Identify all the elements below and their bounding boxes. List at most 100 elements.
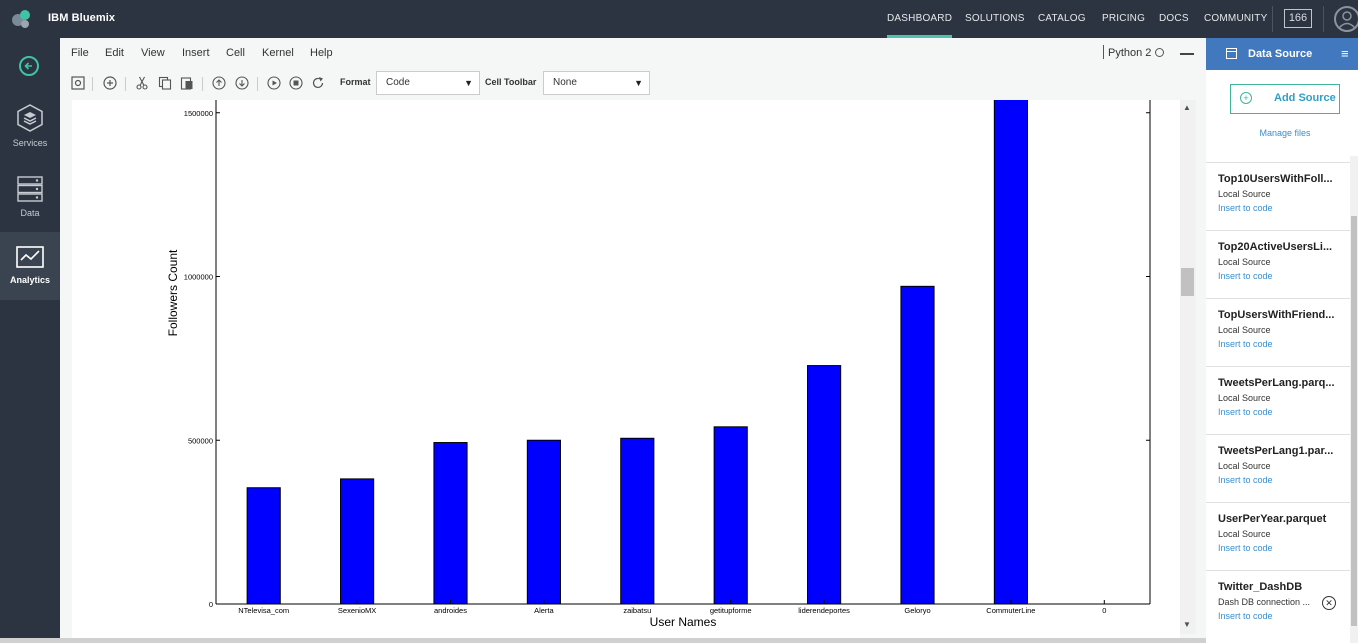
menu-cell[interactable]: Cell xyxy=(226,47,245,59)
nav-community[interactable]: COMMUNITY xyxy=(1204,13,1268,24)
data-source-name: Twitter_DashDB xyxy=(1218,581,1303,593)
panel-icon xyxy=(1226,48,1237,59)
scrollbar-thumb[interactable] xyxy=(1351,216,1357,626)
data-source-item[interactable]: Top20ActiveUsersLi... Local Source Inser… xyxy=(1206,230,1350,299)
add-cell-icon[interactable] xyxy=(103,76,117,90)
menu-file[interactable]: File xyxy=(71,47,89,59)
menu-view[interactable]: View xyxy=(141,47,165,59)
menu-insert[interactable]: Insert xyxy=(182,47,210,59)
copy-icon[interactable] xyxy=(158,76,172,90)
brand-name[interactable]: IBM Bluemix xyxy=(48,12,116,24)
x-tick-label: androides xyxy=(434,606,467,615)
bar-chart: 0 500000 1000000 1500000 NTelevisa_com Sexeni… xyxy=(166,100,1151,629)
sidebar-item-data[interactable]: Data xyxy=(0,166,60,234)
insert-to-code-link[interactable]: Insert to code xyxy=(1218,611,1273,621)
cell-toolbar-select-value: None xyxy=(553,77,577,88)
chevron-down-icon: ▼ xyxy=(464,78,473,88)
y-axis-label: Followers Count xyxy=(166,249,180,336)
top-bar: IBM Bluemix DASHBOARD SOLUTIONS CATALOG … xyxy=(0,0,1358,38)
cell-toolbar-label: Cell Toolbar xyxy=(485,77,537,87)
bar xyxy=(713,426,748,605)
restart-icon[interactable] xyxy=(311,76,325,90)
bluemix-logo-icon[interactable] xyxy=(10,7,34,31)
plus-icon: + xyxy=(1240,92,1252,104)
horizontal-scrollbar[interactable] xyxy=(0,638,1206,643)
save-icon[interactable] xyxy=(71,76,85,90)
format-select[interactable]: Code ▼ xyxy=(376,71,480,95)
menu-help[interactable]: Help xyxy=(310,47,333,59)
data-source-type: Local Source xyxy=(1218,257,1271,267)
sidebar-item-label: Data xyxy=(20,208,40,218)
user-avatar[interactable] xyxy=(1334,6,1358,32)
x-tick-label: Geloryo xyxy=(904,606,930,615)
insert-to-code-link[interactable]: Insert to code xyxy=(1218,271,1273,281)
data-source-name: TweetsPerLang.parq... xyxy=(1218,377,1335,389)
data-source-item[interactable]: Top10UsersWithFoll... Local Source Inser… xyxy=(1206,162,1350,231)
data-source-header: Data Source ≡ xyxy=(1206,38,1358,70)
scroll-down-icon[interactable]: ▼ xyxy=(1183,620,1191,629)
menu-edit[interactable]: Edit xyxy=(105,47,124,59)
data-source-item[interactable]: TweetsPerLang.parq... Local Source Inser… xyxy=(1206,366,1350,435)
back-arrow-icon[interactable] xyxy=(19,56,39,76)
insert-to-code-link[interactable]: Insert to code xyxy=(1218,475,1273,485)
remove-connection-icon[interactable]: ✕ xyxy=(1322,596,1336,610)
run-icon[interactable] xyxy=(267,76,281,90)
data-source-type: Local Source xyxy=(1218,325,1271,335)
insert-to-code-link[interactable]: Insert to code xyxy=(1218,203,1273,213)
toolbar-divider xyxy=(202,77,203,91)
x-tick-label: 0 xyxy=(1102,606,1106,615)
sidebar-item-analytics[interactable]: Analytics xyxy=(0,232,60,300)
move-up-icon[interactable] xyxy=(212,76,226,90)
nav-solutions[interactable]: SOLUTIONS xyxy=(965,13,1025,24)
move-down-icon[interactable] xyxy=(235,76,249,90)
data-source-item[interactable]: TweetsPerLang1.par... Local Source Inser… xyxy=(1206,434,1350,503)
toolbar-divider xyxy=(125,77,126,91)
data-source-item[interactable]: TopUsersWithFriend... Local Source Inser… xyxy=(1206,298,1350,367)
toolbar-divider xyxy=(257,77,258,91)
notebook-menubar: File Edit View Insert Cell Kernel Help P… xyxy=(60,38,1206,68)
sidebar-item-label: Services xyxy=(12,138,48,148)
insert-to-code-link[interactable]: Insert to code xyxy=(1218,407,1273,417)
y-tick-label: 0 xyxy=(209,600,213,609)
nav-divider xyxy=(1323,6,1324,32)
stop-icon[interactable] xyxy=(289,76,303,90)
menu-kernel[interactable]: Kernel xyxy=(262,47,294,59)
toolbar-divider xyxy=(92,77,93,91)
hamburger-menu-icon[interactable]: ≡ xyxy=(1341,46,1349,61)
bar xyxy=(246,487,281,605)
y-tick-label: 500000 xyxy=(188,436,213,445)
manage-files-link[interactable]: Manage files xyxy=(1259,128,1311,138)
nav-catalog[interactable]: CATALOG xyxy=(1038,13,1086,24)
x-tick-label: liderendeportes xyxy=(798,606,850,615)
sidebar-item-services[interactable]: Services xyxy=(0,98,60,166)
notification-badge[interactable]: 166 xyxy=(1284,9,1312,28)
x-tick-label: getitupforme xyxy=(710,606,752,615)
bar xyxy=(433,442,468,605)
nav-docs[interactable]: DOCS xyxy=(1159,13,1189,24)
data-source-item[interactable]: Twitter_DashDB Dash DB connection ... ✕ … xyxy=(1206,570,1350,639)
nav-pricing[interactable]: PRICING xyxy=(1102,13,1146,24)
notebook-scrollbar[interactable]: ▲ ▼ xyxy=(1180,100,1196,634)
paste-icon[interactable] xyxy=(180,76,194,90)
nav-dashboard[interactable]: DASHBOARD xyxy=(887,0,953,38)
insert-to-code-link[interactable]: Insert to code xyxy=(1218,339,1273,349)
format-select-value: Code xyxy=(386,77,410,88)
scrollbar-thumb[interactable] xyxy=(1181,268,1194,296)
data-source-name: TweetsPerLang1.par... xyxy=(1218,445,1334,457)
data-source-panel: Data Source ≡ + Add Source Manage files … xyxy=(1206,38,1358,643)
insert-to-code-link[interactable]: Insert to code xyxy=(1218,543,1273,553)
cell-toolbar-select[interactable]: None ▼ xyxy=(543,71,650,95)
minimize-icon[interactable] xyxy=(1180,53,1194,55)
x-axis-label: User Names xyxy=(650,615,717,629)
data-source-item[interactable]: UserPerYear.parquet Local Source Insert … xyxy=(1206,502,1350,571)
panel-scrollbar[interactable] xyxy=(1350,156,1358,643)
cut-icon[interactable] xyxy=(135,76,149,90)
add-source-button[interactable]: + Add Source xyxy=(1230,84,1340,114)
kernel-divider xyxy=(1103,45,1104,59)
bar xyxy=(620,437,655,605)
bar xyxy=(993,100,1028,605)
data-source-title: Data Source xyxy=(1248,48,1313,60)
cell-output: 0 500000 1000000 1500000 NTelevisa_com Sexeni… xyxy=(72,100,1180,638)
scroll-up-icon[interactable]: ▲ xyxy=(1183,103,1191,112)
analytics-icon xyxy=(16,246,44,268)
